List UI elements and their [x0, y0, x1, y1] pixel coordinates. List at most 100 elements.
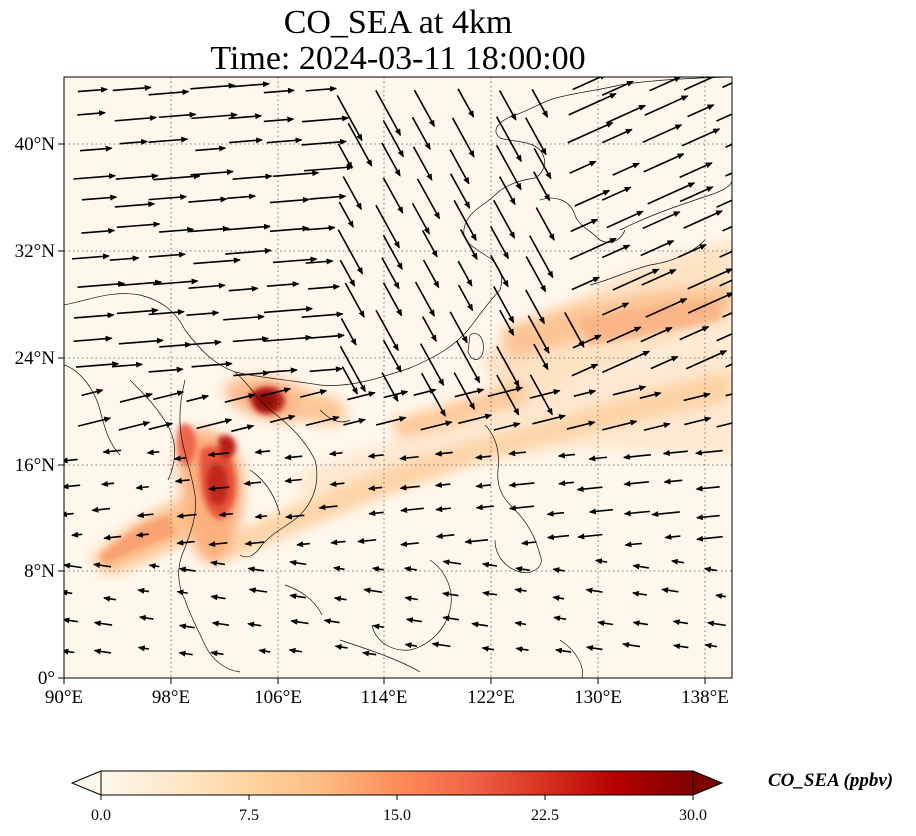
wind-arrow — [631, 590, 648, 597]
wind-arrow — [64, 617, 78, 624]
wind-arrow — [585, 645, 603, 651]
wind-arrow — [606, 326, 642, 344]
colorbar: 0.0 7.5 15.0 22.5 30.0 — [70, 770, 724, 824]
wind-arrow — [651, 511, 680, 518]
wind-arrow — [159, 341, 192, 348]
wind-arrow — [148, 366, 184, 373]
x-tick-labels: 90°E 98°E 106°E 114°E 122°E 130°E 138°E — [45, 687, 729, 708]
wind-arrow — [263, 334, 313, 342]
wind-arrow — [527, 315, 550, 354]
wind-arrow — [224, 393, 256, 403]
map-frame — [63, 76, 733, 679]
wind-arrow — [305, 258, 334, 265]
wind-arrow — [632, 620, 649, 627]
wind-arrow — [337, 143, 353, 170]
wind-arrow — [73, 335, 113, 343]
wind-arrow — [642, 211, 681, 230]
wind-arrow — [533, 171, 551, 202]
wind-arrow — [557, 452, 576, 459]
wind-arrow — [567, 121, 614, 144]
wind-arrow — [453, 199, 477, 242]
wind-arrow — [643, 153, 685, 173]
wind-arrow — [715, 593, 726, 600]
colorbar-tick-label: 0.0 — [91, 807, 111, 824]
wind-arrow — [524, 117, 547, 156]
wind-arrow — [588, 508, 614, 515]
y-tick-labels: 0° 8°N 16°N 24°N 32°N 40°N — [15, 134, 56, 689]
wind-arrow — [481, 645, 495, 652]
wind-arrow — [435, 506, 451, 513]
wind-arrow — [449, 149, 470, 185]
wind-arrow — [318, 504, 338, 511]
wind-arrow — [420, 372, 446, 417]
wind-arrow — [176, 589, 188, 596]
wind-arrow — [464, 538, 489, 545]
colorbar-tick-label: 15.0 — [383, 807, 411, 824]
wind-arrow — [191, 361, 233, 368]
wind-arrow — [193, 257, 241, 265]
wind-arrow — [535, 207, 555, 241]
wind-arrow — [269, 414, 296, 424]
wind-arrow — [399, 455, 419, 462]
colorbar-gradient — [101, 771, 693, 795]
y-tick-label: 8°N — [24, 561, 55, 582]
wind-arrow — [375, 416, 407, 426]
wind-arrow — [137, 587, 150, 594]
wind-arrow — [594, 558, 608, 565]
wind-arrow — [623, 480, 649, 487]
wind-arrow — [601, 244, 631, 259]
wind-arrow — [725, 363, 732, 368]
wind-arrow — [606, 104, 646, 124]
wind-arrow — [347, 122, 373, 167]
wind-arrow — [722, 225, 732, 232]
wind-arrow — [612, 385, 647, 396]
wind-arrow — [153, 278, 199, 286]
wind-arrow — [703, 566, 717, 573]
wind-arrow — [552, 595, 565, 602]
wind-arrow — [243, 480, 262, 487]
map-plot-area — [64, 77, 732, 678]
wind-arrow — [341, 366, 359, 395]
wind-arrow — [525, 289, 545, 325]
wind-arrow — [344, 282, 365, 318]
colorbar-tick-label: 30.0 — [679, 807, 707, 824]
wind-arrow — [650, 355, 679, 370]
wind-arrow — [601, 80, 634, 96]
wind-arrow — [158, 111, 197, 119]
wind-arrow — [381, 372, 399, 403]
wind-arrow — [119, 392, 153, 403]
wind-arrow — [642, 124, 683, 144]
wind-arrow — [414, 281, 436, 317]
wind-arrow — [400, 541, 419, 548]
wind-arrow — [93, 620, 113, 627]
wind-arrow — [661, 587, 679, 594]
wind-arrow — [118, 337, 164, 345]
wind-arrow — [306, 225, 336, 232]
wind-arrow — [571, 276, 601, 291]
wind-arrow — [514, 587, 527, 594]
wind-arrow — [187, 339, 222, 346]
wind-arrow — [564, 312, 585, 348]
wind-arrow — [495, 144, 522, 191]
wind-arrow — [290, 618, 309, 625]
wind-arrow — [76, 361, 120, 368]
wind-arrow — [260, 387, 292, 397]
y-tick-label: 0° — [38, 668, 55, 689]
wind-arrow — [508, 450, 526, 457]
wind-arrow — [622, 641, 641, 648]
wind-arrow — [525, 256, 547, 293]
wind-arrow — [173, 455, 186, 462]
wind-arrow — [685, 350, 728, 370]
wind-arrow — [210, 650, 224, 657]
wind-arrow — [300, 389, 328, 398]
x-axis — [63, 678, 706, 684]
wind-arrow — [411, 202, 430, 235]
colorbar-tick-label: 22.5 — [531, 807, 559, 824]
wind-arrow — [662, 449, 688, 456]
wind-arrow — [569, 237, 617, 261]
grid-lines — [64, 77, 732, 678]
wind-arrow — [114, 115, 157, 122]
wind-arrow — [641, 268, 677, 286]
wind-arrow — [263, 87, 295, 94]
wind-arrow — [403, 566, 417, 573]
